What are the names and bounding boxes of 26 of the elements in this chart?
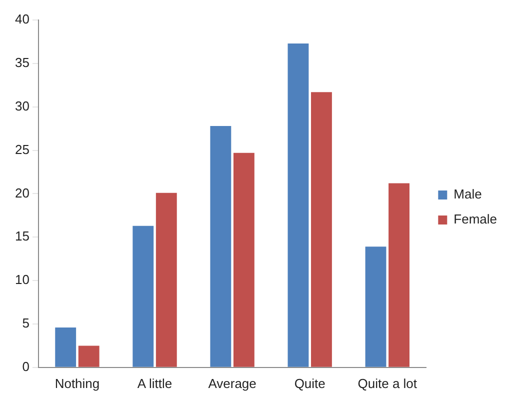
bar [156, 192, 177, 367]
bar [55, 327, 76, 367]
bar [365, 246, 386, 367]
bar [233, 152, 254, 367]
bar [210, 126, 232, 367]
bar [78, 346, 100, 367]
y-tick-label: 30 [14, 98, 30, 114]
y-tick-label: 10 [14, 272, 30, 288]
y-tick-label: 5 [22, 316, 30, 331]
x-tick-label: Nothing [54, 376, 100, 391]
bar [311, 92, 332, 367]
legend-label: Female [454, 212, 498, 227]
y-tick-label: 25 [14, 142, 30, 157]
y-tick-label: 0 [22, 358, 30, 374]
x-tick-label: Average [208, 376, 256, 391]
y-tick-label: 15 [14, 228, 30, 244]
bar [288, 43, 309, 367]
bar [132, 226, 154, 367]
x-tick-label: Quite [294, 376, 326, 391]
bar [388, 183, 410, 367]
legend-label: Male [454, 186, 482, 202]
y-tick-label: 35 [14, 55, 30, 70]
y-tick-label: 40 [14, 12, 30, 27]
x-tick-label: Quite a lot [358, 376, 418, 391]
x-tick-label: A little [137, 376, 172, 391]
y-tick-label: 20 [14, 185, 30, 200]
